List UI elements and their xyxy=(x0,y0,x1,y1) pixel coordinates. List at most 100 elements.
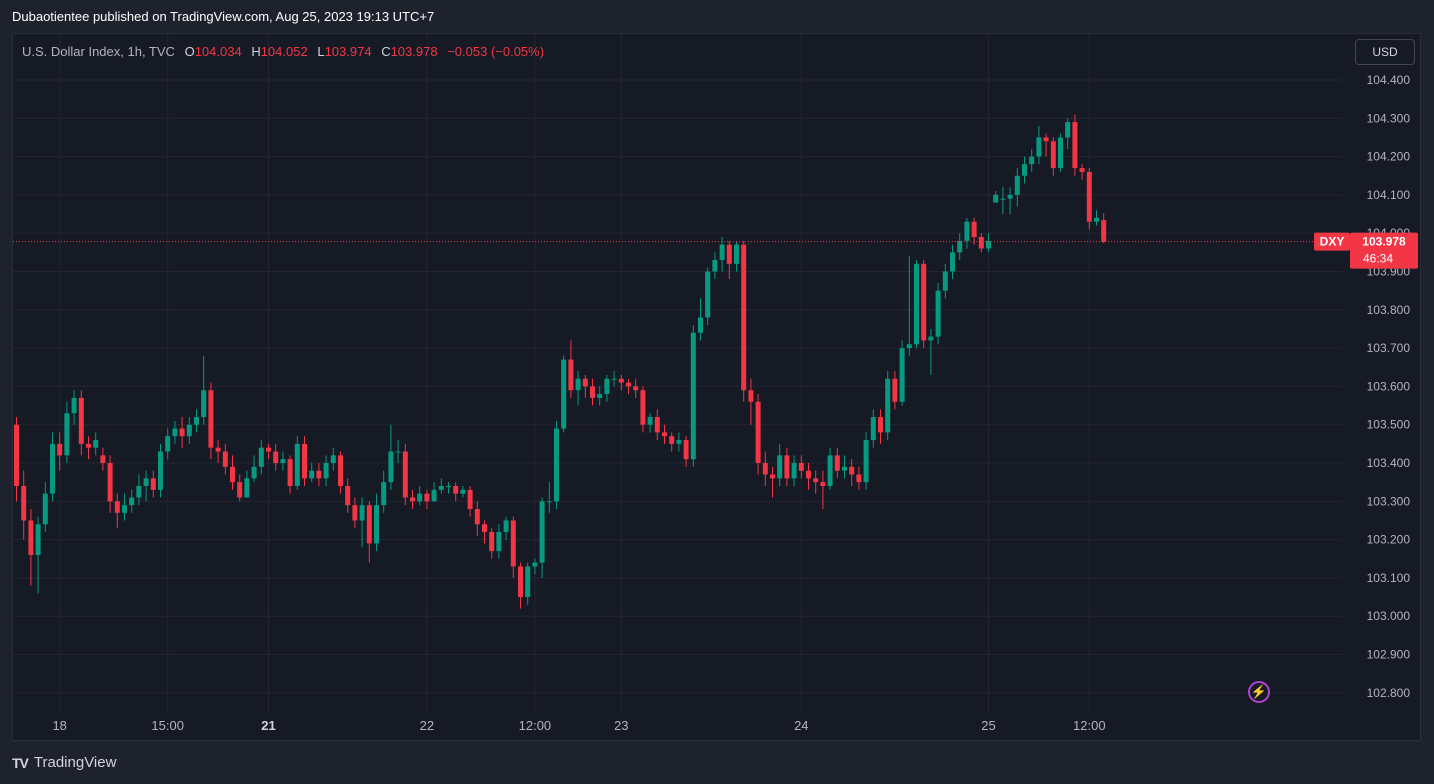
candle-body xyxy=(726,244,732,264)
candle xyxy=(402,443,408,506)
candle-body xyxy=(741,244,747,391)
y-tick-label: 103.800 xyxy=(1367,303,1411,317)
candle xyxy=(1058,133,1063,172)
time-axis: 18 15:00 21 22 12:00 23 24 25 12:00 xyxy=(52,718,1105,733)
candle-body xyxy=(906,344,912,349)
candle-body xyxy=(964,221,970,241)
candle-body xyxy=(1050,141,1056,169)
candle xyxy=(928,328,934,375)
candle xyxy=(1079,164,1085,180)
candle xyxy=(338,451,343,494)
candle-body xyxy=(942,271,948,291)
candle-body xyxy=(604,378,610,395)
candle xyxy=(64,401,70,464)
candle-body xyxy=(258,447,264,467)
candle-body xyxy=(1014,175,1020,195)
candle-body xyxy=(172,428,178,437)
tradingview-brand[interactable]: TV TradingView xyxy=(12,754,116,771)
y-tick-label: 102.900 xyxy=(1367,648,1411,662)
candle-body xyxy=(359,505,365,521)
chart-pane[interactable] xyxy=(12,33,1421,741)
candle xyxy=(316,463,322,486)
candle-body xyxy=(705,271,711,318)
candle-body xyxy=(554,428,559,502)
candle-body xyxy=(654,417,660,433)
candle-body xyxy=(993,194,999,203)
candle xyxy=(892,371,898,410)
candle xyxy=(597,386,603,406)
candle xyxy=(518,562,523,609)
candle-body xyxy=(222,451,228,467)
candle-body xyxy=(71,397,77,414)
candle xyxy=(734,240,739,272)
candle-body xyxy=(856,474,862,483)
candle xyxy=(410,489,415,509)
candle-body xyxy=(698,317,703,333)
candle-body xyxy=(150,478,156,490)
candle xyxy=(237,474,243,502)
candle-body xyxy=(503,520,509,532)
legend-low-label: L xyxy=(317,44,325,59)
candle-body xyxy=(626,382,631,387)
candle xyxy=(136,474,142,506)
candle-body xyxy=(402,451,408,498)
candle xyxy=(870,409,876,448)
candle xyxy=(964,217,970,249)
candle-body xyxy=(950,252,955,272)
candle xyxy=(14,417,19,502)
y-tick-label: 104.100 xyxy=(1367,188,1411,202)
legend-change: −0.053 (−0.05%) xyxy=(447,44,545,59)
candle xyxy=(21,470,27,540)
legend-high-value: 104.052 xyxy=(260,44,308,59)
candle xyxy=(698,298,703,341)
candle xyxy=(539,497,545,578)
candle xyxy=(150,470,156,498)
candle-body xyxy=(935,290,941,337)
bar-countdown: 46:34 xyxy=(1363,252,1393,266)
x-tick-label: 12:00 xyxy=(1073,718,1106,733)
lightning-icon[interactable]: ⚡ xyxy=(1248,681,1270,703)
candle-body xyxy=(158,451,163,490)
candle-body xyxy=(662,432,667,437)
candle xyxy=(309,463,315,483)
candle-body xyxy=(244,478,250,498)
candle xyxy=(100,447,106,471)
y-tick-label: 103.000 xyxy=(1367,609,1411,623)
candle xyxy=(122,493,127,521)
candle xyxy=(294,436,300,490)
candle xyxy=(878,409,883,444)
candle xyxy=(474,501,480,536)
candle-body xyxy=(755,401,761,464)
candle-body xyxy=(1094,217,1099,222)
candle-body xyxy=(892,378,898,402)
candle-body xyxy=(899,348,905,402)
candle xyxy=(971,217,977,245)
candle xyxy=(86,436,91,460)
candle-body xyxy=(395,451,401,453)
candle xyxy=(251,455,257,483)
candle-body xyxy=(582,378,588,387)
candle xyxy=(784,447,790,486)
candle-body xyxy=(230,466,235,483)
candle-body xyxy=(460,489,466,494)
candle xyxy=(482,520,487,544)
candle xyxy=(626,378,631,395)
candle xyxy=(532,558,538,575)
candle xyxy=(935,282,941,345)
candle-body xyxy=(1086,171,1092,222)
candle xyxy=(1029,148,1035,172)
candle-body xyxy=(510,520,516,567)
candle xyxy=(114,493,120,529)
currency-button[interactable]: USD xyxy=(1355,39,1415,65)
candle-body xyxy=(813,478,819,483)
candle-body xyxy=(842,466,847,471)
candle xyxy=(762,451,768,486)
candle-body xyxy=(611,378,617,380)
candle xyxy=(143,470,149,502)
candle xyxy=(510,516,516,578)
candle-body xyxy=(597,394,603,398)
candle-body xyxy=(525,566,531,598)
candle-body xyxy=(690,332,696,460)
candle xyxy=(287,455,293,494)
